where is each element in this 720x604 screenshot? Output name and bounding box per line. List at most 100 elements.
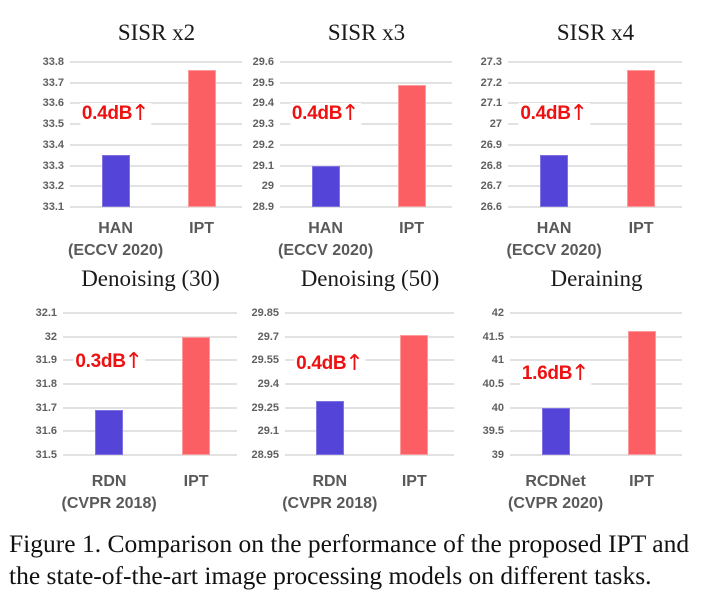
y-tick-label: 39	[491, 449, 504, 461]
gridline	[63, 335, 237, 338]
gridline	[285, 383, 454, 385]
chart-title: SISR x2	[117, 20, 196, 45]
gridline	[508, 81, 682, 84]
bar-ipt	[627, 331, 656, 455]
gridline	[508, 164, 682, 167]
x-category-label: IPT	[401, 473, 427, 490]
bar-ipt	[182, 336, 211, 455]
chart-sisr-x4: SISR x4 27.3 27.2 27.1 27 26.9 26.8 26.7 26.6 0.4…	[460, 14, 683, 260]
bar-rdn	[315, 401, 344, 455]
x-category-label: HAN (ECCV 2020)	[278, 220, 374, 259]
gridline	[508, 102, 682, 105]
y-tick-label: 29.3	[252, 118, 274, 131]
gridline	[280, 81, 452, 84]
y-tick-label: 42	[491, 307, 504, 319]
gridline	[280, 164, 452, 167]
bar-ipt	[400, 335, 429, 455]
bar-ipt	[627, 70, 656, 207]
chart-title: Deraining	[550, 266, 643, 291]
gridline	[285, 454, 454, 456]
chart-title: Denoising (30)	[81, 266, 220, 291]
gridline	[280, 123, 452, 126]
gridline	[508, 61, 682, 63]
gridline	[510, 430, 682, 433]
x-category-label: IPT	[183, 473, 209, 490]
y-tick-label: 26.9	[480, 138, 502, 151]
gridline	[280, 61, 452, 63]
up-arrow-icon: ↑	[571, 361, 590, 387]
plot-area: 32.1 32 31.9 31.8 31.7 31.6 31.5 0.3dB↑ RDN (CVPR…	[36, 307, 237, 512]
gridline	[63, 383, 237, 385]
y-tick-label: 33.6	[42, 97, 64, 110]
gridline	[70, 143, 242, 146]
gridline	[285, 335, 454, 338]
y-tick-label: 31.8	[35, 378, 57, 390]
improvement-annotation: 0.3dB↑	[73, 348, 145, 374]
y-tick-label: 31.5	[35, 449, 57, 461]
bar-han	[311, 165, 340, 207]
y-tick-label: 26.7	[480, 180, 502, 193]
y-tick-label: 33.2	[42, 180, 64, 193]
y-tick-label: 40	[491, 401, 504, 414]
y-tick-label: 27	[489, 118, 502, 131]
y-tick-label: 31.7	[35, 401, 57, 414]
gridline	[63, 312, 237, 314]
y-tick-label: 39.5	[482, 425, 504, 438]
improvement-annotation: 0.4dB↑	[518, 101, 590, 127]
x-category-label: RDN (CVPR 2018)	[282, 473, 378, 512]
figure-caption: Figure 1. Comparison on the performance …	[9, 528, 720, 592]
plot-area: 29.6 29.5 29.4 29.3 29.2 29.1 29 28.9 0.4dB↑ HAN(…	[253, 56, 452, 259]
caption-line-2: the state-of-the-art image processing mo…	[9, 561, 652, 590]
y-tick-label: 40.5	[482, 378, 504, 390]
y-tick-label: 29.25	[251, 401, 279, 414]
chart-title: SISR x4	[556, 20, 635, 45]
y-tick-label: 41	[491, 354, 504, 367]
chart-sisr-x2: SISR x2 33.8 33.7 33.6 33.5 33.4 33.3 33.2 33.1 0…	[22, 14, 243, 260]
bar-han	[101, 155, 130, 207]
y-tick-label: 29.4	[252, 97, 274, 110]
gridline	[508, 123, 682, 126]
x-category-label: IPT	[189, 220, 215, 237]
gridline	[70, 123, 242, 126]
y-tick-label: 28.9	[252, 201, 274, 213]
gridline	[508, 185, 682, 188]
gridline	[510, 383, 682, 385]
gridline	[70, 81, 242, 84]
gridline	[285, 406, 454, 409]
chart-sisr-x3: SISR x3 29.6 29.5 29.4 29.3 29.2 29.1 29 28.9 0.4…	[232, 14, 453, 260]
improvement-annotation: 0.4dB↑	[289, 101, 362, 127]
gridline	[70, 61, 242, 63]
x-category-label: HAN (ECCV 2020)	[68, 220, 164, 259]
gridline	[510, 454, 682, 456]
gridline	[70, 164, 242, 167]
up-arrow-icon: ↑	[345, 351, 364, 377]
gridline	[510, 312, 682, 314]
y-tick-label: 29.5	[252, 76, 274, 89]
gridline	[63, 359, 237, 362]
y-tick-label: 26.6	[480, 201, 502, 213]
y-tick-label: 31.6	[35, 425, 57, 438]
gridline	[63, 430, 237, 433]
y-tick-label: 33.4	[42, 138, 64, 151]
gridline	[280, 102, 452, 105]
gridline	[285, 430, 454, 433]
gridline	[510, 335, 682, 338]
x-category-label: IPT	[399, 220, 425, 237]
improvement-annotation: 0.4dB↑	[79, 101, 152, 127]
y-tick-label: 26.8	[480, 159, 502, 172]
chart-deraining: Deraining 42 41.5 41 40.5 40 39.5 39 1.6dB↑ RCDNe…	[462, 264, 683, 514]
plot-area: 27.3 27.2 27.1 27 26.9 26.8 26.7 26.6 0.4dB↑ HAN(…	[481, 56, 682, 259]
y-tick-label: 29.1	[257, 425, 279, 438]
y-tick-label: 32.1	[35, 307, 57, 319]
y-tick-label: 33.5	[42, 118, 64, 131]
gridline	[285, 312, 454, 314]
y-tick-label: 28.95	[251, 449, 279, 461]
x-category-label: RCDNet (CVPR 2020)	[508, 473, 604, 512]
y-tick-label: 31.9	[35, 354, 57, 367]
plot-area: 29.85 29.7 29.55 29.4 29.25 29.1 28.95 0.4dB↑ RD…	[251, 307, 454, 512]
chart-title: Denoising (50)	[300, 266, 440, 291]
bar-rdn	[95, 410, 124, 455]
chart-title: SISR x3	[327, 20, 406, 45]
bar-han	[540, 155, 569, 207]
y-tick-label: 33.3	[42, 159, 64, 172]
